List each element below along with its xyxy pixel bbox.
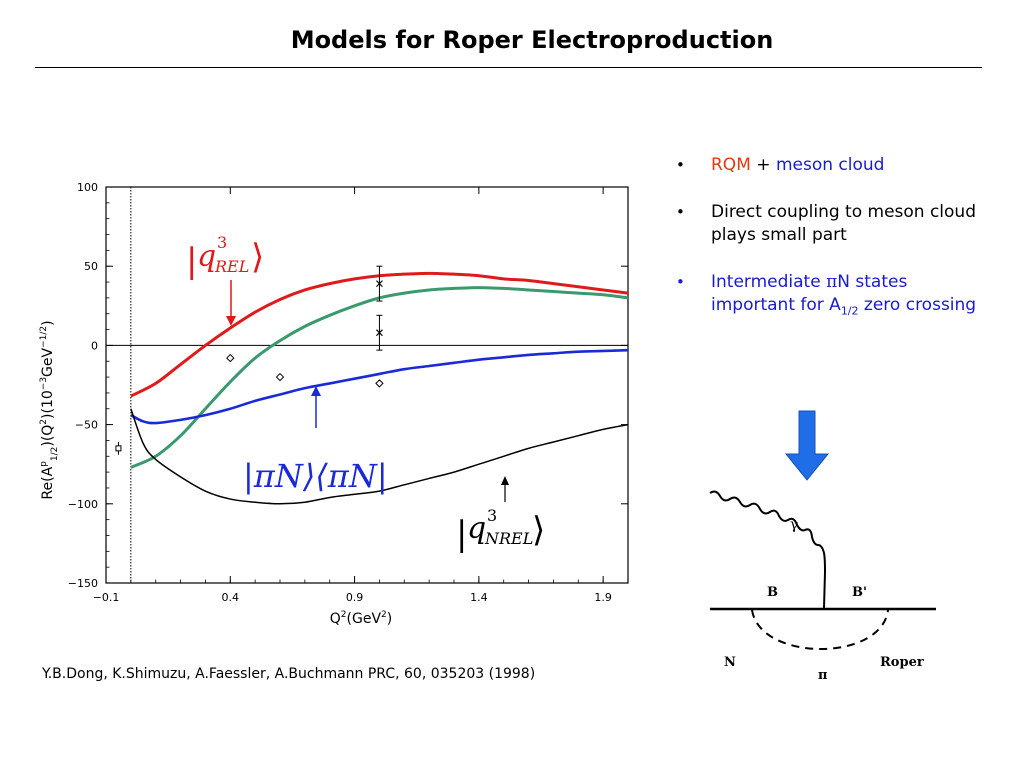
y-axis-label-a: Re(A: [40, 466, 56, 499]
bullet-rqm-meson-cloud: RQM + meson cloud: [676, 154, 996, 177]
annotation-rel-sub: REL: [214, 257, 249, 276]
y-axis-label-exp2: −1/2: [39, 326, 49, 348]
slide-title: Models for Roper Electroproduction: [290, 26, 774, 54]
series-line-piN: [130, 348, 629, 425]
bullet-plus-text: +: [756, 155, 771, 175]
y-axis-label-b: )(Q: [40, 425, 56, 447]
citation: Y.B.Dong, K.Shimuzu, A.Faessler, A.Buchm…: [42, 666, 536, 682]
bullet-intermediate-pre: Intermediate: [711, 272, 827, 292]
annotation-nrel-sub: NREL: [484, 529, 533, 548]
y-axis-label-sup2: 2: [39, 419, 49, 425]
bullet-rqm-text: RQM: [711, 155, 751, 175]
x-tick-label: 1.9: [594, 591, 612, 604]
x-tick-label: 0.4: [222, 591, 240, 604]
data-point-diamond: [375, 379, 384, 388]
photon-line: [709, 490, 827, 609]
data-point-cross: [376, 280, 383, 288]
annotation-nrel-bar: |: [456, 514, 467, 554]
x-tick-label: 1.4: [470, 591, 488, 604]
y-axis-label-e: ): [40, 320, 56, 325]
x-axis-label-unit-close: ): [387, 611, 392, 627]
pion-loop: [751, 609, 889, 650]
data-point-cross: [376, 329, 383, 337]
n-label: N: [724, 655, 736, 670]
y-tick-label: 0: [91, 339, 98, 352]
data-point-square: [115, 445, 122, 452]
y-tick-label: −100: [68, 498, 98, 511]
y-tick-label: 50: [84, 260, 98, 273]
annotation-rel-angle: ⟩: [251, 237, 264, 277]
annotation-nrel-arrowhead: [501, 476, 509, 485]
y-tick-label: −150: [68, 577, 98, 590]
x-axis-label-unit-sup: 2: [381, 610, 387, 620]
x-tick-label: 0.9: [346, 591, 364, 604]
annotation-pin-arrowhead: [311, 386, 321, 396]
b-prime-label: B': [852, 585, 867, 600]
bullet-meson-cloud-text: meson cloud: [775, 155, 885, 175]
annotation-rel-arrowhead: [226, 316, 236, 326]
bullet-intermediate-post2: zero crossing: [858, 295, 977, 315]
b-label: B: [767, 585, 778, 600]
annotation-nrel-q: q: [467, 511, 486, 546]
title-divider: [35, 67, 982, 68]
annotation-pin: |πN⟩⟨πN|: [243, 386, 388, 495]
annotation-nrel-sup: 3: [487, 506, 497, 525]
bullet-list: RQM + meson cloud Direct coupling to mes…: [676, 154, 996, 341]
y-axis-label-p: p: [39, 461, 49, 467]
annotation-rel-q: q: [197, 239, 216, 274]
bullet-intermediate-pi: π: [826, 272, 838, 292]
bullet-intermediate-post1: N states important for A: [711, 272, 908, 315]
series-line-nrel: [130, 408, 629, 505]
annotation-rel-bar: |: [186, 241, 197, 281]
y-tick-label: 100: [77, 181, 98, 194]
annotation-pin-text: |πN⟩⟨πN|: [243, 457, 388, 495]
x-tick-label: −0.1: [93, 591, 120, 604]
bullet-direct-coupling: Direct coupling to meson cloud plays sma…: [676, 201, 996, 247]
x-axis-label-unit-open: (GeV: [347, 611, 382, 627]
roper-label: Roper: [880, 655, 924, 670]
bullet-intermediate-states: Intermediate πN states important for A1/…: [676, 271, 996, 317]
annotation-nrel: | q 3 NREL ⟩: [456, 476, 545, 554]
x-axis-label-sup: 2: [341, 610, 347, 620]
axis-ticks: −0.1 0.4 0.9 1.4 1.9 100 50 0 −50 −100 −150: [68, 181, 629, 604]
annotation-rel-sup: 3: [217, 233, 227, 252]
down-arrow-icon: [784, 410, 830, 481]
feynman-diagram: γ B B' N π Roper: [709, 410, 936, 683]
y-axis-label-sub: 1/2: [50, 447, 60, 461]
plot-frame: [105, 186, 629, 584]
x-axis-label-main: Q: [330, 611, 341, 627]
y-axis-label-d: GeV: [40, 347, 56, 376]
y-axis-label-c: )(10: [40, 390, 56, 419]
plot-border: [105, 186, 629, 584]
series-line-green: [130, 286, 629, 469]
y-axis-label: Re(Ap1/2)(Q2)(10−3GeV−1/2): [39, 320, 60, 499]
x-axis-label: Q2(GeV2): [330, 610, 392, 627]
y-tick-label: −50: [75, 419, 98, 432]
data-point-diamond: [275, 372, 285, 382]
y-axis-label-exp: −3: [39, 377, 49, 390]
annotation-rel: | q 3 REL ⟩: [186, 233, 264, 326]
bullet-intermediate-sub: 1/2: [840, 304, 859, 318]
annotation-nrel-angle: ⟩: [532, 510, 545, 550]
gamma-label: γ: [790, 517, 798, 533]
data-point-diamond: [226, 353, 235, 363]
pi-label: π: [818, 668, 828, 683]
data-points: [115, 265, 384, 455]
